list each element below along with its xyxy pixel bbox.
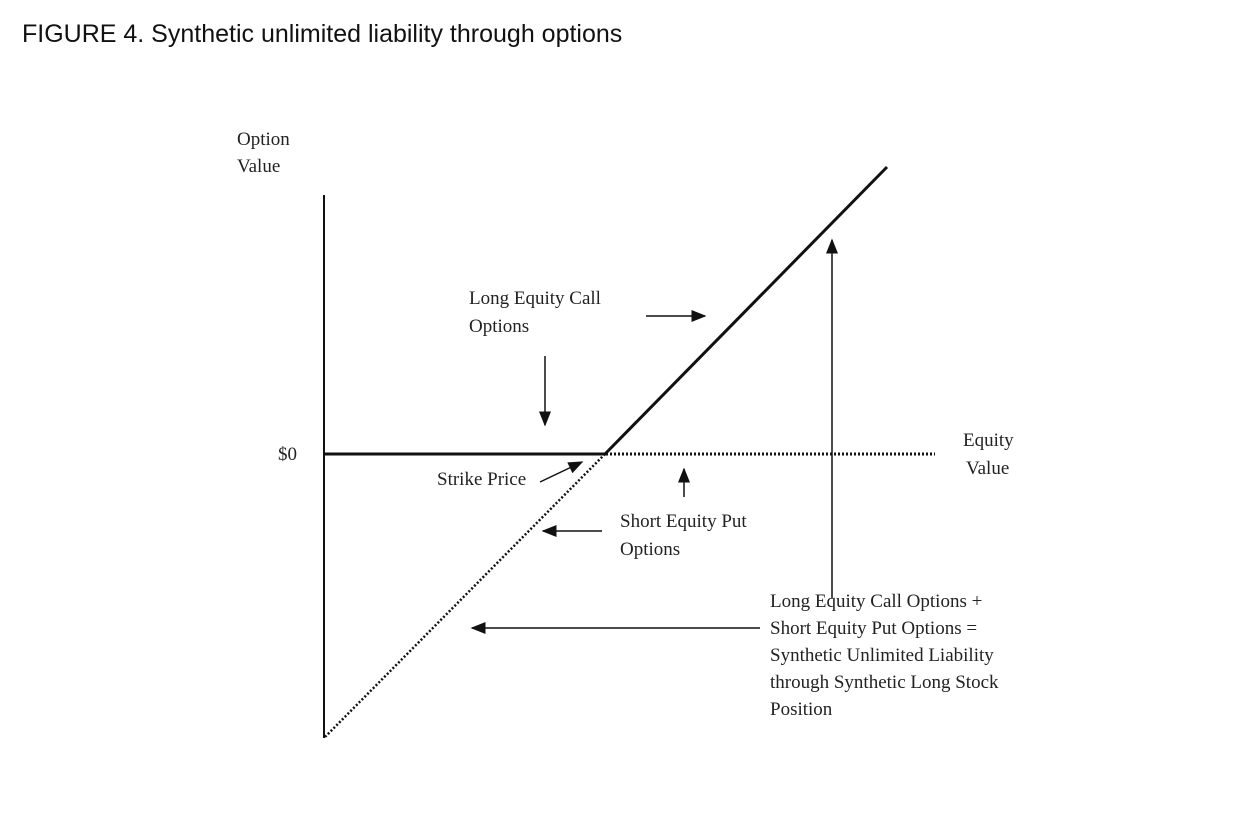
long-call-label-2: Options [469, 316, 529, 337]
combined-label-3: Synthetic Unlimited Liability [770, 645, 994, 666]
short-put-line [323, 453, 606, 739]
combined-label-4: through Synthetic Long Stock [770, 672, 999, 693]
zero-label: $0 [278, 444, 297, 465]
strike-arrow [539, 461, 584, 483]
combined-label-2: Short Equity Put Options = [770, 618, 977, 639]
figure-title: FIGURE 4. Synthetic unlimited liability … [22, 20, 623, 48]
long-call-line [603, 165, 889, 456]
long-call-label-1: Long Equity Call [469, 288, 601, 309]
combined-label-5: Position [770, 699, 833, 720]
y-axis-label-2: Value [237, 156, 280, 177]
x-axis-label-1: Equity [963, 430, 1014, 451]
y-axis-label-1: Option [237, 129, 290, 150]
combined-label-1: Long Equity Call Options + [770, 591, 982, 612]
short-put-label-1: Short Equity Put [620, 511, 747, 532]
strike-price-label: Strike Price [437, 469, 526, 490]
short-put-label-2: Options [620, 539, 680, 560]
x-axis-label-2: Value [966, 458, 1009, 479]
